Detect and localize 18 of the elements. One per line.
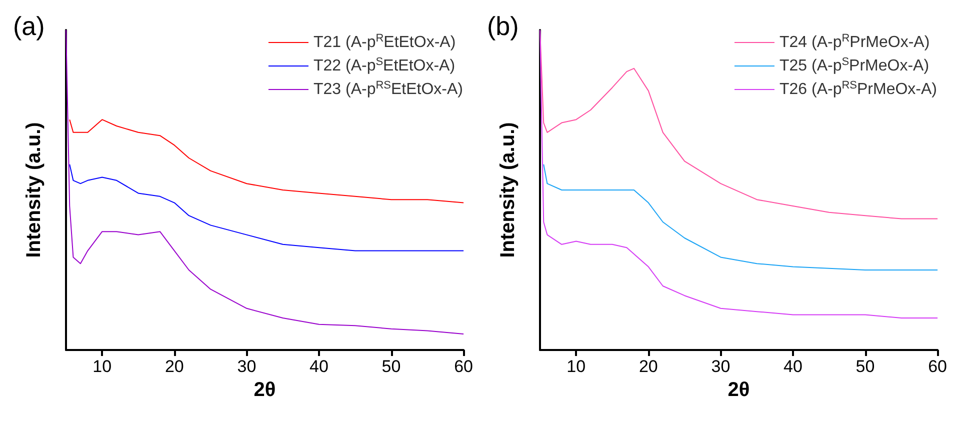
x-tick-label: 20	[164, 357, 184, 376]
x-tick-label: 60	[928, 357, 948, 376]
x-tick-label: 50	[856, 357, 875, 376]
x-tick-label: 10	[92, 357, 112, 376]
x-tick-label: 30	[237, 357, 256, 376]
chart-title: (a)	[13, 11, 45, 41]
x-tick-label: 60	[454, 357, 474, 376]
x-axis-title: 2θ	[728, 379, 750, 401]
x-tick-label: 40	[310, 357, 328, 376]
x-tick-label: 20	[638, 357, 658, 376]
x-axis-title: 2θ	[254, 379, 276, 401]
x-tick-label: 40	[784, 357, 802, 376]
chart-title: (b)	[487, 11, 519, 41]
x-tick-label: 10	[566, 357, 586, 376]
x-tick-label: 30	[711, 357, 730, 376]
y-axis-title: Intensity (a.u.)	[23, 122, 45, 258]
y-axis-title: Intensity (a.u.)	[497, 122, 519, 258]
x-tick-label: 50	[382, 357, 401, 376]
